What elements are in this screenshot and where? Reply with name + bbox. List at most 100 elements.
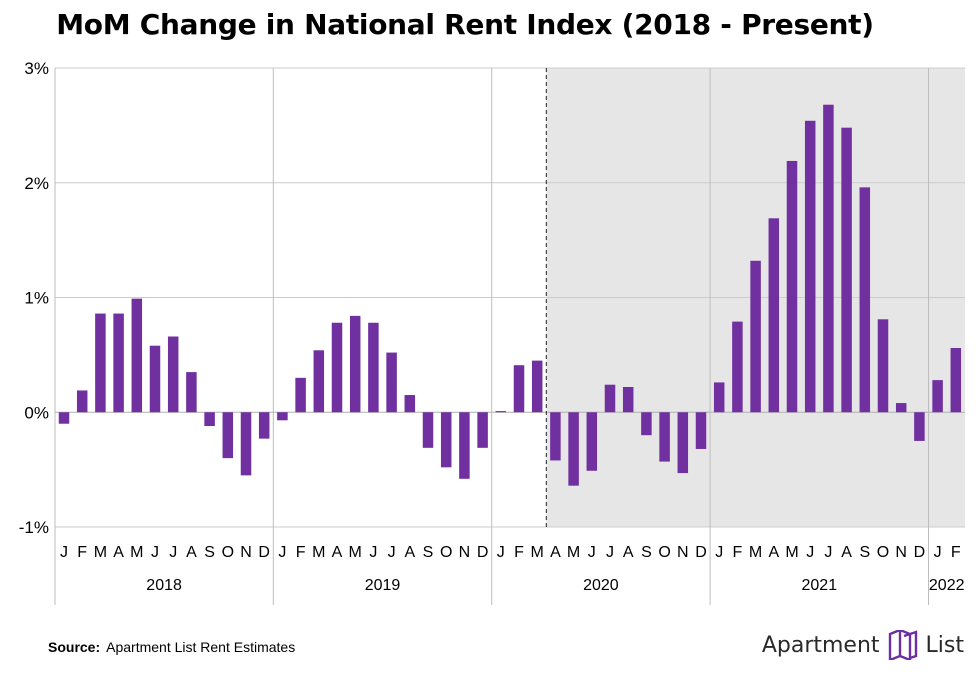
month-label: S	[859, 544, 870, 561]
month-label: M	[349, 544, 362, 561]
month-label: J	[369, 544, 377, 561]
bar-2019-5	[349, 315, 361, 413]
bar-2020-6	[586, 412, 598, 471]
bar-2019-9	[422, 412, 434, 448]
bar-2019-7	[386, 352, 397, 413]
bar-2018-6	[149, 345, 161, 413]
bar-2021-8	[841, 127, 852, 413]
bar-2019-1	[277, 412, 288, 421]
year-label: 2020	[583, 577, 619, 594]
month-label: O	[440, 544, 452, 561]
month-label: N	[459, 544, 471, 561]
chart-title: MoM Change in National Rent Index (2018 …	[56, 8, 874, 41]
month-label: M	[531, 544, 544, 561]
month-label: A	[841, 544, 852, 561]
bar-2019-4	[331, 322, 343, 413]
month-label: M	[785, 544, 798, 561]
month-label: F	[77, 544, 87, 561]
brand-logo: Apartment List	[762, 630, 964, 660]
bar-2019-3	[313, 350, 325, 413]
bar-2018-1	[58, 412, 70, 424]
bar-2018-3	[95, 313, 106, 413]
bar-2021-4	[768, 218, 780, 413]
month-label: N	[677, 544, 689, 561]
month-label: F	[733, 544, 743, 561]
bar-2019-6	[368, 322, 379, 413]
month-label: A	[768, 544, 779, 561]
bar-2018-2	[76, 390, 88, 413]
bar-2020-2	[513, 365, 525, 413]
bar-2021-12	[914, 412, 925, 441]
month-label: J	[278, 544, 286, 561]
bar-2021-1	[713, 382, 725, 413]
month-label: A	[550, 544, 561, 561]
month-label: A	[623, 544, 634, 561]
month-label: N	[895, 544, 907, 561]
bar-2021-6	[804, 120, 816, 413]
month-label: O	[877, 544, 889, 561]
month-label: D	[477, 544, 489, 561]
y-tick-label: 2%	[24, 174, 49, 193]
source-text: Apartment List Rent Estimates	[106, 639, 296, 655]
bar-2022-2	[950, 347, 962, 413]
month-label: F	[296, 544, 306, 561]
bar-2021-3	[750, 260, 761, 413]
month-label: D	[914, 544, 926, 561]
month-label: A	[186, 544, 197, 561]
month-label: O	[222, 544, 234, 561]
bar-2020-4	[550, 412, 561, 461]
bar-2019-12	[477, 412, 488, 448]
year-label: 2018	[146, 577, 182, 594]
month-label: S	[423, 544, 434, 561]
brand-name-right: List	[925, 632, 964, 658]
bar-2018-9	[204, 412, 215, 427]
bar-2021-7	[823, 104, 834, 413]
bar-2021-9	[859, 187, 871, 413]
bar-2020-8	[622, 387, 634, 413]
bar-2020-10	[659, 412, 670, 462]
source-note: Source: Apartment List Rent Estimates	[48, 639, 295, 655]
month-label: J	[151, 544, 159, 561]
y-tick-label: 0%	[24, 403, 49, 422]
bar-2019-10	[440, 412, 452, 468]
month-label: M	[312, 544, 325, 561]
bar-2020-3	[531, 360, 543, 413]
month-label: J	[60, 544, 68, 561]
month-label: J	[715, 544, 723, 561]
bar-2019-11	[459, 412, 470, 479]
month-label: S	[641, 544, 652, 561]
month-label: N	[240, 544, 252, 561]
bar-2020-11	[677, 412, 689, 474]
bar-2020-9	[641, 412, 652, 436]
bar-2018-11	[240, 412, 252, 476]
month-label: J	[824, 544, 832, 561]
bar-2022-1	[932, 380, 943, 413]
month-label: J	[497, 544, 505, 561]
month-label: M	[94, 544, 107, 561]
year-label: 2021	[802, 577, 838, 594]
month-label: D	[258, 544, 270, 561]
bar-2021-11	[895, 403, 907, 413]
month-label: J	[588, 544, 596, 561]
bar-2018-4	[113, 313, 124, 413]
month-label: J	[934, 544, 942, 561]
bar-2021-5	[786, 160, 798, 413]
bar-2020-7	[604, 384, 616, 413]
bar-2018-10	[222, 412, 234, 459]
bar-2019-8	[404, 395, 416, 413]
brand-name-left: Apartment	[761, 632, 880, 658]
month-label: A	[113, 544, 124, 561]
month-label: J	[169, 544, 177, 561]
month-label: A	[404, 544, 415, 561]
bar-2021-10	[877, 319, 889, 413]
bar-2020-5	[568, 412, 579, 486]
bar-2021-2	[732, 321, 743, 413]
y-tick-label: -1%	[19, 518, 49, 537]
month-label: J	[606, 544, 614, 561]
month-label: F	[951, 544, 961, 561]
month-label: O	[658, 544, 670, 561]
bar-2020-12	[695, 412, 707, 449]
bar-2019-2	[295, 377, 306, 413]
year-label: 2022	[929, 577, 965, 594]
